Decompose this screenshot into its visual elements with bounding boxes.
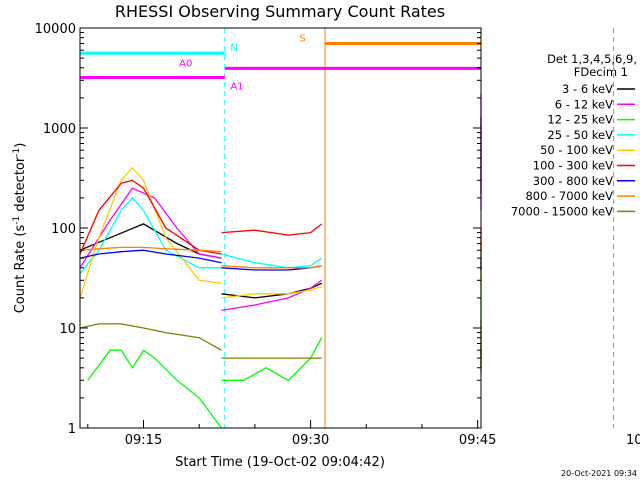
chart-title: RHESSI Observing Summary Count Rates [115,2,445,21]
y-axis-label-mid: detector [13,156,28,216]
legend-label: 6 - 12 keV [555,97,613,111]
series-line [87,349,223,429]
state-bar-label: S [299,33,305,44]
legend-label: 7000 - 15000 keV [511,204,613,218]
y-axis-label: Count Rate (s-1 detector-1) [12,143,28,314]
legend-header-line1: Det 1,3,4,5,6,9, [547,52,637,66]
series-4 [79,166,482,303]
series-line [221,285,322,299]
legend-label: 50 - 100 keV [540,143,613,157]
y-axis-label-end: ) [13,143,28,148]
series-line [79,323,222,351]
series-line [79,196,222,275]
y-tick-label: 100 [51,222,76,237]
x-tick-label: 09:30 [292,433,329,448]
legend-label: 25 - 50 keV [547,128,613,142]
legend-header-line2: FDecim 1 [574,65,628,79]
y-axis: 1 10 100 1000 10000 [35,22,481,437]
series-line [79,246,222,253]
series-line [221,265,322,269]
x-tick-label: 09:45 [459,433,496,448]
plot-area: NSFA0A1 [79,28,615,429]
series-line [221,253,323,269]
series-line [221,223,323,236]
legend-label: 800 - 7000 keV [525,189,613,203]
series-line [221,279,323,312]
series-line [79,249,222,264]
series-line [79,179,222,255]
state-bar-label: A1 [230,81,243,92]
y-axis-label-main: Count Rate (s [13,225,28,314]
state-bar-label: N [230,43,237,54]
legend-label: 100 - 300 keV [533,159,613,173]
series-line [221,337,323,382]
y-axis-label-sup1: -1 [12,216,22,225]
y-tick-label: 1 [68,422,76,437]
series-line [79,166,222,299]
legend-label: 12 - 25 keV [547,113,613,127]
x-tick-label: 10:00 [626,433,640,448]
y-tick-label: 1000 [43,122,76,137]
legend-label: 300 - 800 keV [533,174,613,188]
legend-label: 3 - 6 keV [562,82,613,96]
series-line [79,187,222,269]
series-7 [79,240,482,269]
plot-frame [79,27,482,429]
y-axis-label-sup2: -1 [12,148,22,157]
x-tick-label: 09:15 [125,433,162,448]
series-8 [79,320,482,374]
series-line [79,223,222,259]
y-tick-label: 10000 [35,22,76,37]
y-tick-label: 10 [59,322,76,337]
x-axis-label: Start Time (19-Oct-02 09:04:42) [175,455,385,470]
timestamp: 20-Oct-2021 09:34 [561,469,637,478]
state-bar-label: A0 [179,58,192,69]
series-2 [87,267,482,429]
